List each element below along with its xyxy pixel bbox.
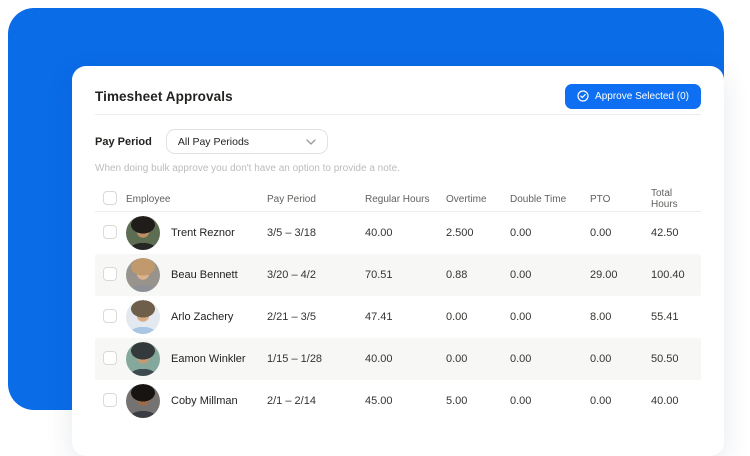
row-checkbox-cell [95, 308, 126, 326]
bulk-approve-note: When doing bulk approve you don't have a… [95, 163, 400, 174]
regular-hours-cell: 47.41 [365, 311, 393, 323]
employee-name: Trent Reznor [171, 227, 235, 239]
employee-name: Eamon Winkler [171, 353, 246, 365]
employee-cell: Coby Millman [126, 384, 267, 418]
total-hours-cell: 55.41 [651, 311, 679, 323]
pto-cell: 0.00 [590, 353, 612, 365]
table-header-row: Employee Pay Period Regular Hours Overti… [95, 187, 701, 212]
avatar [126, 342, 160, 376]
total-hours-cell: 42.50 [651, 227, 679, 239]
row-checkbox-cell [95, 224, 126, 242]
employee-name: Coby Millman [171, 395, 238, 407]
row-checkbox[interactable] [103, 350, 117, 365]
pay-period-selected-value: All Pay Periods [177, 135, 250, 148]
pto-cell: 0.00 [590, 227, 612, 239]
pay-period-label: Pay Period [95, 135, 152, 148]
approve-selected-button[interactable]: Approve Selected (0) [565, 83, 701, 109]
total-hours-cell: 50.50 [651, 353, 679, 365]
row-checkbox[interactable] [103, 224, 117, 239]
header-divider [95, 114, 701, 115]
table-row[interactable]: Eamon Winkler 1/15 – 1/28 40.00 0.00 0.0… [95, 338, 701, 380]
pay-period-cell: 3/20 – 4/2 [267, 269, 316, 281]
overtime-cell: 2.500 [446, 227, 474, 239]
double-time-cell: 0.00 [510, 395, 532, 407]
avatar [126, 300, 160, 334]
avatar [126, 258, 160, 292]
filter-row: Pay Period All Pay Periods [95, 129, 701, 154]
overtime-cell: 0.00 [446, 311, 468, 323]
regular-hours-cell: 40.00 [365, 353, 393, 365]
page-title: Timesheet Approvals [95, 88, 233, 104]
circle-check-icon [577, 90, 589, 102]
regular-hours-cell: 70.51 [365, 269, 393, 281]
approve-selected-label: Approve Selected (0) [595, 90, 689, 102]
pay-period-cell: 2/21 – 3/5 [267, 311, 316, 323]
employee-cell: Beau Bennett [126, 258, 267, 292]
double-time-cell: 0.00 [510, 311, 532, 323]
pay-period-select[interactable]: All Pay Periods [165, 129, 328, 154]
pto-cell: 0.00 [590, 395, 612, 407]
row-checkbox[interactable] [103, 392, 117, 407]
column-header-pay-period: Pay Period [267, 193, 316, 205]
employee-name: Beau Bennett [171, 269, 238, 281]
table-body: Trent Reznor 3/5 – 3/18 40.00 2.500 0.00… [95, 212, 701, 422]
total-hours-cell: 100.40 [651, 269, 685, 281]
double-time-cell: 0.00 [510, 227, 532, 239]
column-header-regular-hours: Regular Hours [365, 193, 430, 205]
employee-cell: Arlo Zachery [126, 300, 267, 334]
table-row[interactable]: Coby Millman 2/1 – 2/14 45.00 5.00 0.00 … [95, 380, 701, 422]
overtime-cell: 0.88 [446, 269, 468, 281]
avatar [126, 216, 160, 250]
row-checkbox-cell [95, 350, 126, 368]
employee-cell: Trent Reznor [126, 216, 267, 250]
chevron-down-icon [306, 138, 316, 145]
table-row[interactable]: Beau Bennett 3/20 – 4/2 70.51 0.88 0.00 … [95, 254, 701, 296]
overtime-cell: 5.00 [446, 395, 468, 407]
timesheet-approvals-card: Timesheet Approvals Approve Selected (0)… [72, 66, 724, 456]
pay-period-cell: 1/15 – 1/28 [267, 353, 323, 365]
double-time-cell: 0.00 [510, 353, 532, 365]
row-checkbox[interactable] [103, 266, 117, 281]
avatar [126, 384, 160, 418]
timesheets-table: Employee Pay Period Regular Hours Overti… [95, 187, 701, 422]
pto-cell: 29.00 [590, 269, 618, 281]
table-row[interactable]: Trent Reznor 3/5 – 3/18 40.00 2.500 0.00… [95, 212, 701, 254]
regular-hours-cell: 45.00 [365, 395, 393, 407]
column-header-employee: Employee [126, 193, 171, 205]
double-time-cell: 0.00 [510, 269, 532, 281]
row-checkbox-cell [95, 266, 126, 284]
select-all-checkbox[interactable] [103, 190, 117, 205]
column-header-overtime: Overtime [446, 193, 487, 205]
card-header: Timesheet Approvals Approve Selected (0) [95, 66, 701, 109]
row-checkbox-cell [95, 392, 126, 410]
table-row[interactable]: Arlo Zachery 2/21 – 3/5 47.41 0.00 0.00 … [95, 296, 701, 338]
pto-cell: 8.00 [590, 311, 612, 323]
total-hours-cell: 40.00 [651, 395, 679, 407]
employee-cell: Eamon Winkler [126, 342, 267, 376]
overtime-cell: 0.00 [446, 353, 468, 365]
select-all-cell [95, 190, 126, 208]
column-header-total-hours: Total Hours [651, 188, 678, 210]
column-header-pto: PTO [590, 193, 611, 205]
pay-period-cell: 2/1 – 2/14 [267, 395, 316, 407]
row-checkbox[interactable] [103, 308, 117, 323]
column-header-double-time: Double Time [510, 193, 567, 205]
pay-period-cell: 3/5 – 3/18 [267, 227, 316, 239]
employee-name: Arlo Zachery [171, 311, 234, 323]
regular-hours-cell: 40.00 [365, 227, 393, 239]
